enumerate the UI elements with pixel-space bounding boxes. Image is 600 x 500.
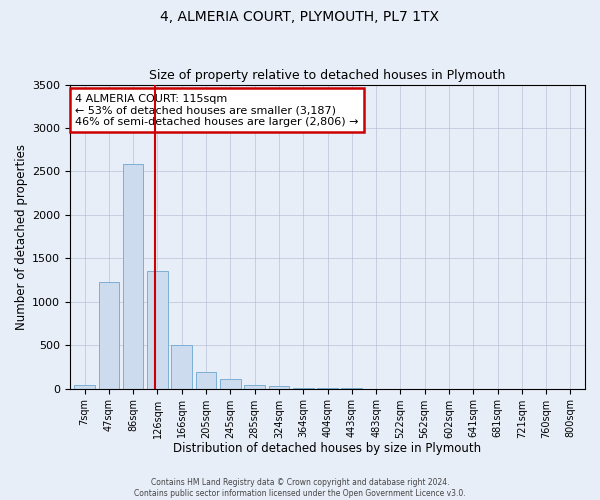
X-axis label: Distribution of detached houses by size in Plymouth: Distribution of detached houses by size … bbox=[173, 442, 482, 455]
Bar bbox=[244, 384, 265, 388]
Title: Size of property relative to detached houses in Plymouth: Size of property relative to detached ho… bbox=[149, 69, 506, 82]
Bar bbox=[196, 372, 217, 388]
Text: Contains HM Land Registry data © Crown copyright and database right 2024.
Contai: Contains HM Land Registry data © Crown c… bbox=[134, 478, 466, 498]
Text: 4, ALMERIA COURT, PLYMOUTH, PL7 1TX: 4, ALMERIA COURT, PLYMOUTH, PL7 1TX bbox=[161, 10, 439, 24]
Text: 4 ALMERIA COURT: 115sqm
← 53% of detached houses are smaller (3,187)
46% of semi: 4 ALMERIA COURT: 115sqm ← 53% of detache… bbox=[75, 94, 359, 127]
Bar bbox=[98, 282, 119, 389]
Y-axis label: Number of detached properties: Number of detached properties bbox=[15, 144, 28, 330]
Bar bbox=[172, 345, 192, 389]
Bar bbox=[123, 164, 143, 388]
Bar bbox=[269, 386, 289, 388]
Bar bbox=[147, 272, 168, 388]
Bar bbox=[220, 379, 241, 388]
Bar bbox=[74, 384, 95, 388]
